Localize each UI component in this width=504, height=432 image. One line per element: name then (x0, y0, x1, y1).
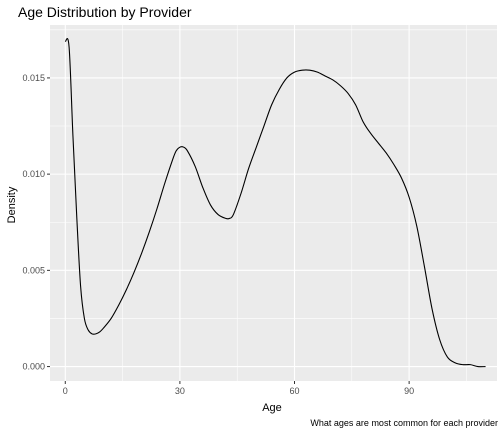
chart-title: Age Distribution by Provider (18, 4, 192, 20)
y-axis-ticks: 0.000 0.005 0.010 0.015 (22, 73, 50, 372)
x-tick-label: 90 (404, 386, 414, 396)
plot-panel (50, 25, 497, 381)
chart-caption: What ages are most common for each provi… (310, 418, 498, 428)
y-tick-label: 0.005 (22, 265, 45, 275)
series-layer (64, 38, 486, 368)
x-tick-label: 60 (290, 386, 300, 396)
major-gridlines (50, 25, 497, 381)
x-axis-ticks: 0 30 60 90 (63, 381, 414, 396)
density-line (64, 38, 486, 368)
y-tick-label: 0.000 (22, 362, 45, 372)
y-axis-title: Density (6, 186, 18, 223)
x-axis-title: Age (262, 402, 282, 414)
x-tick-label: 30 (175, 386, 185, 396)
y-tick-label: 0.015 (22, 73, 45, 83)
y-tick-label: 0.010 (22, 169, 45, 179)
x-tick-label: 0 (63, 386, 68, 396)
